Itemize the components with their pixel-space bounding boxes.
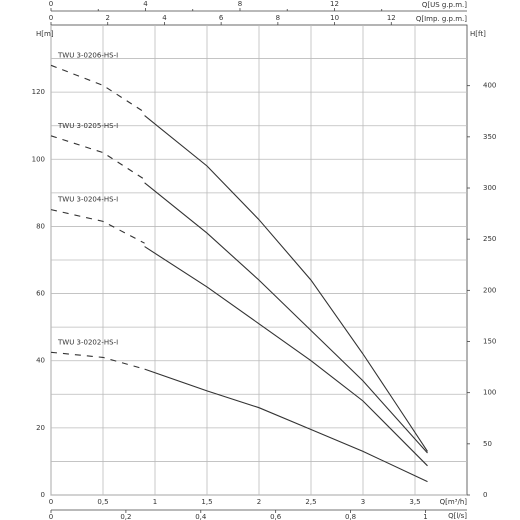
- bottom2-tick-label: 0,2: [120, 513, 131, 520]
- y2-tick-label: 150: [483, 338, 496, 346]
- x-tick-label: 1,5: [201, 498, 212, 506]
- x-tick-label: 3,5: [409, 498, 420, 506]
- curve-dashed: [50, 209, 145, 244]
- y2-tick-label: 0: [483, 491, 487, 499]
- x-tick-label: 2: [257, 498, 261, 506]
- y-tick-label: 0: [41, 491, 45, 499]
- bottom2-tick-label: 0,8: [345, 513, 356, 520]
- y2-tick-label: 300: [483, 184, 496, 192]
- top-tick-label: 8: [238, 0, 242, 8]
- bottom2-tick-label: 0,6: [270, 513, 282, 520]
- series-label: TWU 3-0204-HS-I: [57, 196, 118, 204]
- bottom2-tick-label: 0: [49, 513, 53, 520]
- series-label: TWU 3-0205-HS-I: [57, 122, 118, 130]
- y2-tick-label: 400: [483, 82, 496, 90]
- x-tick-label: 0,5: [97, 498, 108, 506]
- curve: [144, 115, 428, 452]
- top-tick-label: 0: [49, 0, 53, 8]
- top-axis-title: Q[US g.p.m.]: [422, 1, 467, 9]
- curve: [144, 246, 428, 467]
- top2-tick-label: 4: [162, 14, 167, 22]
- x-tick-label: 1: [153, 498, 157, 506]
- curve-dashed: [50, 351, 145, 370]
- y-axis-title: H[m]: [36, 30, 54, 38]
- curve-dashed: [50, 64, 145, 113]
- x-tick-label: 0: [49, 498, 53, 506]
- top2-tick-label: 6: [219, 14, 224, 22]
- curve: [144, 368, 428, 483]
- y2-tick-label: 250: [483, 235, 496, 243]
- bottom2-axis-title: Q[l/s]: [448, 512, 467, 520]
- top2-tick-label: 10: [330, 14, 339, 22]
- top-tick-label: 4: [143, 0, 148, 8]
- series-label: TWU 3-0202-HS-I: [57, 338, 118, 346]
- y-tick-label: 40: [36, 357, 45, 365]
- x-tick-label: 2,5: [305, 498, 316, 506]
- top2-axis-title: Q[Imp. g.p.m.]: [416, 15, 467, 23]
- curve: [144, 182, 428, 454]
- y-tick-label: 20: [36, 424, 45, 432]
- y-tick-label: 100: [32, 155, 45, 163]
- y2-tick-label: 350: [483, 133, 496, 141]
- x-axis-title: Q[m³/h]: [440, 498, 468, 506]
- top2-tick-label: 0: [49, 14, 53, 22]
- curve-dashed: [50, 135, 145, 180]
- y2-tick-label: 200: [483, 286, 496, 294]
- top2-tick-label: 2: [105, 14, 109, 22]
- y-tick-label: 120: [32, 88, 45, 96]
- bottom2-tick-label: 1: [423, 513, 427, 520]
- y-tick-label: 80: [36, 222, 45, 230]
- series-label: TWU 3-0206-HS-I: [57, 51, 118, 59]
- bottom2-tick-label: 0,4: [195, 513, 207, 520]
- top2-tick-label: 12: [387, 14, 396, 22]
- y2-tick-label: 100: [483, 389, 496, 397]
- y2-axis-title: H[ft]: [470, 30, 486, 38]
- x-tick-label: 3: [361, 498, 365, 506]
- y-tick-label: 60: [36, 290, 45, 298]
- top-tick-label: 12: [330, 0, 339, 8]
- y2-tick-label: 50: [483, 440, 492, 448]
- top2-tick-label: 8: [276, 14, 280, 22]
